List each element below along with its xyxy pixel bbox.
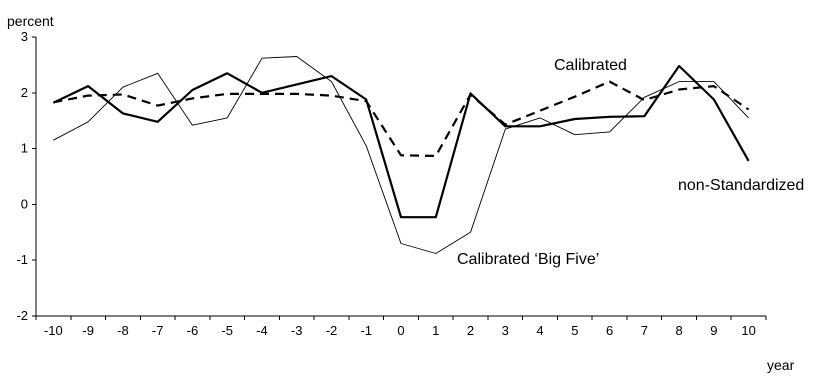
x-tick-label: -7 (152, 323, 164, 338)
y-axis-ticks: 3 2 1 0 -1 -2 (16, 29, 36, 323)
x-tick-label: 4 (536, 323, 543, 338)
y-tick-label: -2 (16, 308, 28, 323)
x-tick-label: 8 (675, 323, 682, 338)
x-tick-label: 5 (571, 323, 578, 338)
series-line-calibrated (53, 80, 750, 157)
annotation-calibrated: Calibrated (554, 57, 627, 74)
y-tick-label: -1 (16, 252, 28, 267)
y-axis-title: percent (7, 13, 54, 29)
x-tick-label: 3 (502, 323, 509, 338)
x-tick-label: -2 (326, 323, 338, 338)
x-tick-label: -9 (82, 323, 94, 338)
series-line-non-standardized (52, 64, 750, 219)
x-tick-label: -8 (117, 323, 129, 338)
x-tick-label: -10 (44, 323, 63, 338)
annotation-calibrated-big-five: Calibrated ‘Big Five’ (457, 251, 599, 268)
x-tick-label: 0 (397, 323, 404, 338)
x-tick-label: 1 (432, 323, 439, 338)
x-tick-label: 9 (710, 323, 717, 338)
series-layer (52, 56, 750, 254)
x-tick-label: -5 (221, 323, 233, 338)
x-axis-ticks: -10 -9 -8 -7 -6 -5 -4 -3 -2 -1 0 1 2 3 4 5 6 7 8 9 10 (35, 316, 767, 338)
x-tick-label: 2 (467, 323, 474, 338)
x-tick-label: 6 (606, 323, 613, 338)
x-tick-label: -1 (360, 323, 372, 338)
series-line-calibrated-big-five (53, 56, 749, 254)
annotation-non-standardized: non-Standardized (678, 177, 804, 194)
x-axis-title: year (767, 357, 795, 373)
x-tick-label: -6 (187, 323, 199, 338)
x-tick-label: -3 (291, 323, 303, 338)
x-tick-label: 10 (741, 323, 755, 338)
y-tick-label: 1 (21, 141, 28, 156)
x-tick-label: -4 (256, 323, 268, 338)
y-tick-label: 0 (21, 196, 28, 211)
y-tick-label: 2 (21, 85, 28, 100)
y-tick-label: 3 (21, 29, 28, 44)
x-tick-label: 7 (641, 323, 648, 338)
